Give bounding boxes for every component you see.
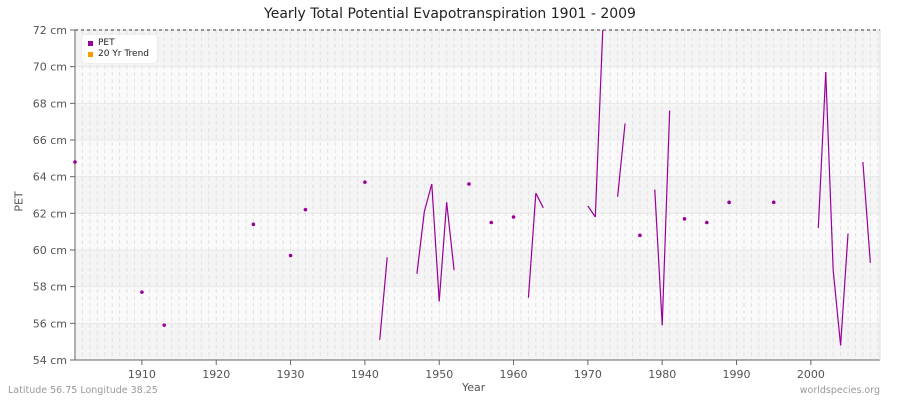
location-caption: Latitude 56.75 Longitude 38.25: [8, 385, 158, 396]
svg-text:54 cm: 54 cm: [33, 354, 67, 367]
svg-text:70 cm: 70 cm: [33, 61, 67, 74]
svg-text:68 cm: 68 cm: [33, 97, 67, 110]
svg-text:1950: 1950: [425, 368, 453, 381]
legend-label: 20 Yr Trend: [98, 49, 150, 59]
svg-text:56 cm: 56 cm: [33, 317, 67, 330]
svg-text:1920: 1920: [202, 368, 230, 381]
svg-text:72 cm: 72 cm: [33, 24, 67, 37]
svg-text:1930: 1930: [277, 368, 305, 381]
trend-swatch-icon: [88, 52, 93, 57]
source-credit: worldspecies.org: [799, 385, 880, 396]
x-axis-label: Year: [462, 381, 486, 394]
svg-text:1970: 1970: [574, 368, 602, 381]
legend-item-trend: 20 Yr Trend: [88, 49, 149, 60]
pet-swatch-icon: [88, 41, 93, 46]
svg-text:1910: 1910: [128, 368, 156, 381]
legend-item-pet: PET: [88, 38, 149, 49]
svg-text:1940: 1940: [351, 368, 379, 381]
svg-text:66 cm: 66 cm: [33, 134, 67, 147]
legend: PET 20 Yr Trend: [82, 35, 158, 63]
svg-text:1980: 1980: [648, 368, 676, 381]
legend-label: PET: [98, 38, 115, 48]
svg-text:1960: 1960: [500, 368, 528, 381]
svg-text:62 cm: 62 cm: [33, 207, 67, 220]
svg-text:64 cm: 64 cm: [33, 171, 67, 184]
chart-title: Yearly Total Potential Evapotranspiratio…: [264, 6, 636, 22]
svg-text:1990: 1990: [723, 368, 751, 381]
svg-text:2000: 2000: [797, 368, 825, 381]
svg-text:60 cm: 60 cm: [33, 244, 67, 257]
svg-text:58 cm: 58 cm: [33, 281, 67, 294]
